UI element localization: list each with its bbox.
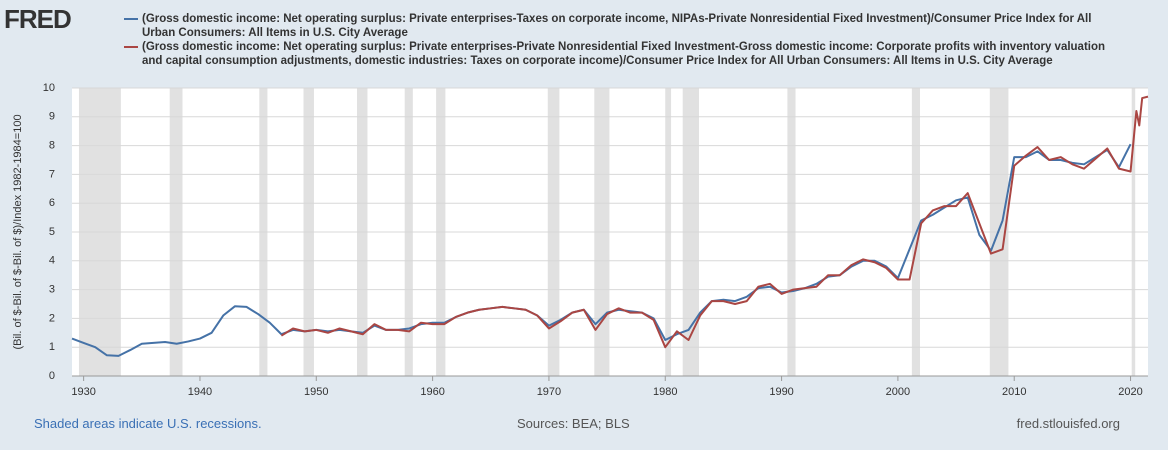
y-tick-label: 10 [43,82,55,94]
sources: Sources: BEA; BLS [517,416,630,431]
y-tick-label: 4 [49,255,55,267]
legend: (Gross domestic income: Net operating su… [124,12,1124,68]
y-axis-label: (Bil. of $-Bil. of $-Bil. of $)/Index 19… [12,114,24,349]
legend-label: (Gross domestic income: Net operating su… [142,41,1106,67]
y-tick-label: 9 [49,111,55,123]
x-tick-label: 1960 [420,386,444,398]
site: fred.stlouisfed.org [1016,416,1120,431]
logo: FRED [4,4,72,34]
series-line [71,143,1132,357]
y-tick-label: 6 [49,197,55,209]
legend-entry: (Gross domestic income: Net operating su… [124,12,1124,40]
y-tick-label: 3 [49,284,55,296]
x-tick-label: 1970 [537,386,561,398]
x-tick-label: 1930 [71,386,95,398]
y-tick-label: 7 [49,168,55,180]
legend-label: (Gross domestic income: Net operating su… [142,13,1092,39]
x-tick-label: 2010 [1002,386,1026,398]
series-line [280,95,1149,349]
x-tick-label: 1940 [188,386,212,398]
legend-entry: (Gross domestic income: Net operating su… [124,40,1124,68]
y-tick-label: 2 [49,312,55,324]
y-tick-label: 5 [49,226,55,238]
legend-swatch [124,46,138,48]
x-tick-label: 1990 [769,386,793,398]
x-tick-label: 1950 [304,386,328,398]
x-tick-label: 2000 [886,386,910,398]
y-tick-label: 8 [49,140,55,152]
y-tick-label: 1 [49,341,55,353]
x-tick-label: 1980 [653,386,677,398]
legend-swatch [124,18,138,20]
recession-note: Shaded areas indicate U.S. recessions. [34,416,262,431]
x-tick-label: 2020 [1118,386,1142,398]
y-tick-label: 0 [49,370,55,382]
